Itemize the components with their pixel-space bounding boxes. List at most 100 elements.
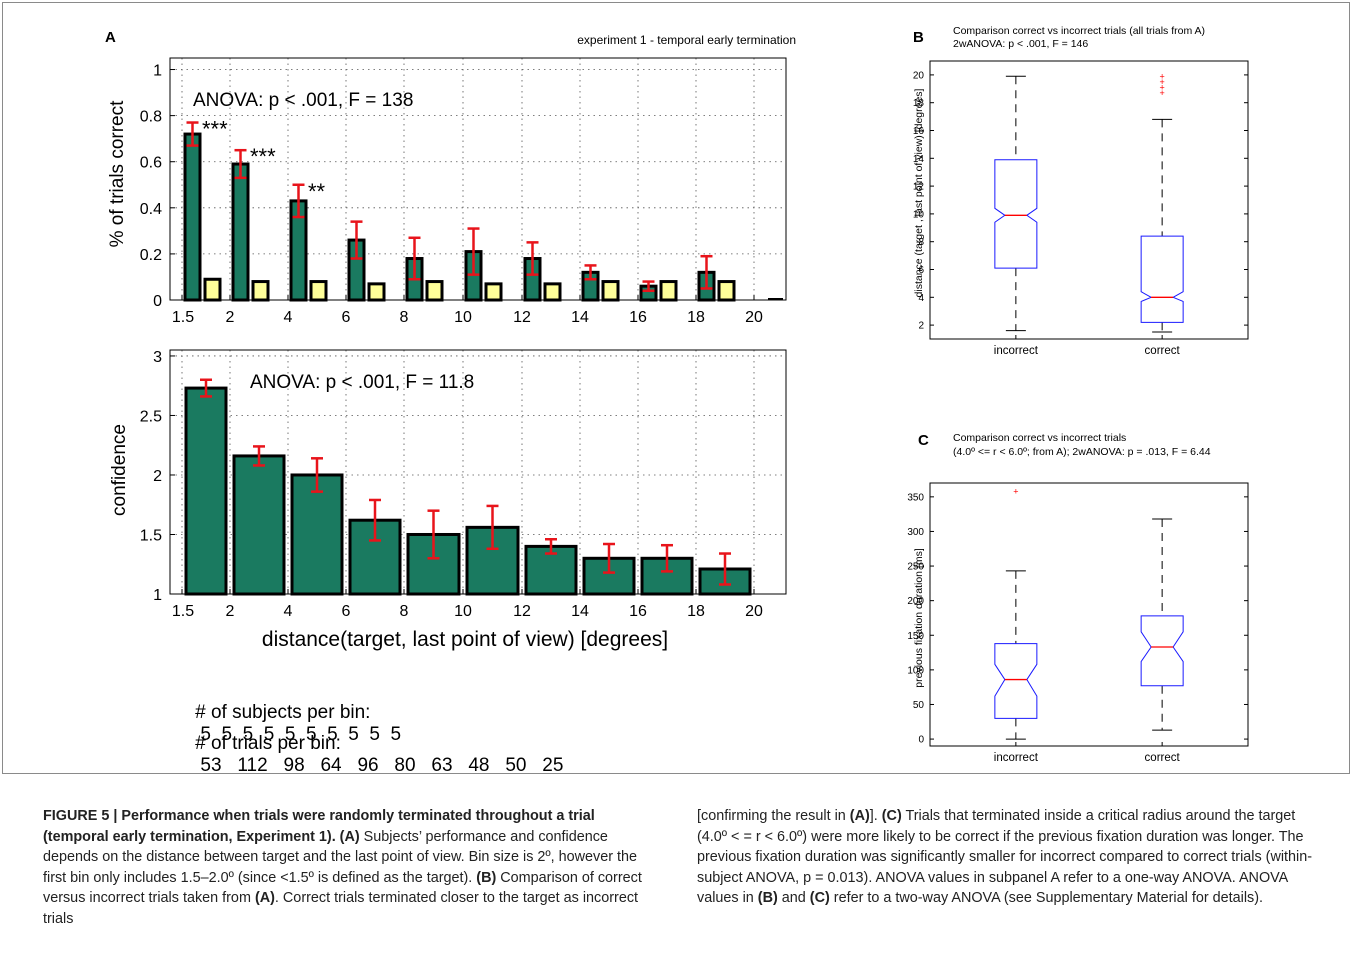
significance-marker: *** <box>250 144 276 169</box>
x-tick-label: 14 <box>571 603 589 620</box>
y-tick-label: 1.5 <box>140 527 162 544</box>
notched-box <box>994 643 1038 719</box>
y-tick-label: 0.8 <box>140 109 162 126</box>
caption-segment: (A) <box>254 890 275 907</box>
y-tick-label: 300 <box>907 527 924 538</box>
y-tick-label: 10 <box>913 209 925 220</box>
x-tick-label: 6 <box>342 309 351 326</box>
panel-label-c: C <box>918 432 929 449</box>
b-title-2: 2wANOVA: p < .001, F = 146 <box>953 38 1088 50</box>
notched-box <box>1140 235 1184 323</box>
caption-segment: (C) <box>809 890 830 907</box>
significance-marker: *** <box>202 117 228 142</box>
bar-correct <box>232 454 286 596</box>
caption-segment: (A) <box>849 808 870 824</box>
y-tick-label: 2 <box>153 468 162 485</box>
y-tick-label: 200 <box>907 596 924 607</box>
y-tick-label: 1 <box>153 587 162 604</box>
notched-box <box>1140 615 1184 687</box>
x-tick-label: 20 <box>745 603 763 620</box>
x-tick-label: 10 <box>454 309 472 326</box>
x-tick-label: incorrect <box>994 752 1039 764</box>
subjects-per-bin-label: # of subjects per bin: <box>195 702 371 723</box>
y-tick-label: 250 <box>907 562 924 573</box>
notched-box <box>994 159 1038 269</box>
b-title-1: Comparison correct vs incorrect trials (… <box>953 25 1205 37</box>
chart-a-top: 00.20.40.60.81********1.5 2 4 6 8 10 12 14 16 18 2… <box>140 57 787 326</box>
outlier-marker: + <box>1160 71 1165 81</box>
c-ylabel: previous fixation duration [ms] <box>913 548 925 688</box>
x-tick-label: 14 <box>571 309 589 326</box>
axes-frame <box>169 349 787 595</box>
x-tick-label: 1.5 <box>172 603 194 620</box>
bar-chance <box>543 282 562 302</box>
significance-marker: ** <box>308 179 326 204</box>
outlier-marker: + <box>1160 82 1165 92</box>
x-tick-label: correct <box>1145 752 1181 764</box>
b-ylabel: distance (target , last point of view) [… <box>913 88 925 297</box>
chart-a-bottom: 1 1.5 2 2.5 3 1.5 2 4 6 8 10 12 14 16 18 20 <box>140 349 787 620</box>
y-tick-label: 2 <box>918 321 924 332</box>
trials-per-bin-label: # of trials per bin: <box>195 733 341 754</box>
subjects-per-bin-values: 5 5 5 5 5 5 5 5 5 5 <box>195 724 402 745</box>
bar-chance <box>484 282 503 302</box>
x-tick-label: 8 <box>400 603 409 620</box>
x-tick-label: 2 <box>226 309 235 326</box>
caption-segment: (C) <box>881 808 902 824</box>
y-tick-label: 2.5 <box>140 408 162 425</box>
x-tick-label: 16 <box>629 603 647 620</box>
x-tick-label: 6 <box>342 603 351 620</box>
x-tick-label: correct <box>1145 345 1181 357</box>
bar-correct <box>184 386 228 596</box>
x-tick-label: 4 <box>284 603 293 620</box>
y-tick-label: 14 <box>913 154 925 165</box>
y-tick-label: 4 <box>918 293 924 304</box>
bar-correct <box>183 132 202 302</box>
outlier-marker: + <box>1160 77 1165 87</box>
c-title-2: (4.0º <= r < 6.0º; from A); 2wANOVA: p =… <box>953 446 1211 458</box>
bar-chance <box>601 280 620 302</box>
y-tick-label: 0.6 <box>140 155 162 172</box>
x-tick-label: 18 <box>687 603 705 620</box>
axes-frame <box>929 60 1249 340</box>
y-tick-label: 0.2 <box>140 247 162 264</box>
chart-c: 0 50 100 150 200 250 300 350 + incorrect correct <box>907 482 1249 764</box>
a-top-ylabel: % of trials correct <box>107 100 128 247</box>
figure-frame <box>2 2 1350 774</box>
a-top-anova: ANOVA: p < .001, F = 138 <box>193 90 413 111</box>
caption-segment: . Correct trials terminated closer to th… <box>43 890 639 927</box>
c-title-1: Comparison correct vs incorrect trials <box>953 432 1126 444</box>
panel-label-a: A <box>105 29 116 46</box>
y-tick-label: 1 <box>153 63 162 80</box>
caption-segment: (B) <box>476 869 497 886</box>
y-tick-label: 6 <box>918 265 924 276</box>
x-tick-label: 8 <box>400 309 409 326</box>
x-tick-label: 10 <box>454 603 472 620</box>
x-tick-label: 12 <box>513 603 531 620</box>
caption-segment: and <box>777 890 810 907</box>
y-tick-label: 3 <box>153 349 162 366</box>
bar-chance <box>659 280 678 302</box>
panel-label-b: B <box>913 29 924 46</box>
x-tick-label: incorrect <box>994 345 1039 357</box>
outlier-marker: + <box>1160 88 1165 98</box>
axes-frame <box>169 57 787 301</box>
x-tick-label: 2 <box>226 603 235 620</box>
y-tick-label: 8 <box>918 237 924 248</box>
a-bottom-ylabel: confidence <box>109 424 130 516</box>
y-tick-label: 100 <box>907 665 924 676</box>
bar-chance <box>425 280 444 302</box>
axes-frame <box>929 482 1249 747</box>
bar-chance <box>309 280 328 302</box>
x-tick-label: 16 <box>629 309 647 326</box>
bar-chance <box>203 277 222 302</box>
y-tick-label: 0 <box>153 293 162 310</box>
trials-per-bin-values: 53 112 98 64 96 80 63 48 50 25 <box>195 755 564 776</box>
caption-segment: [confirming the result in <box>697 808 850 824</box>
x-tick-label: 18 <box>687 309 705 326</box>
experiment-label: experiment 1 - temporal early terminatio… <box>577 33 796 47</box>
outlier-marker: + <box>1013 486 1018 496</box>
x-tick-label: 12 <box>513 309 531 326</box>
figure-caption-left: FIGURE 5 | Performance when trials were … <box>43 806 653 930</box>
